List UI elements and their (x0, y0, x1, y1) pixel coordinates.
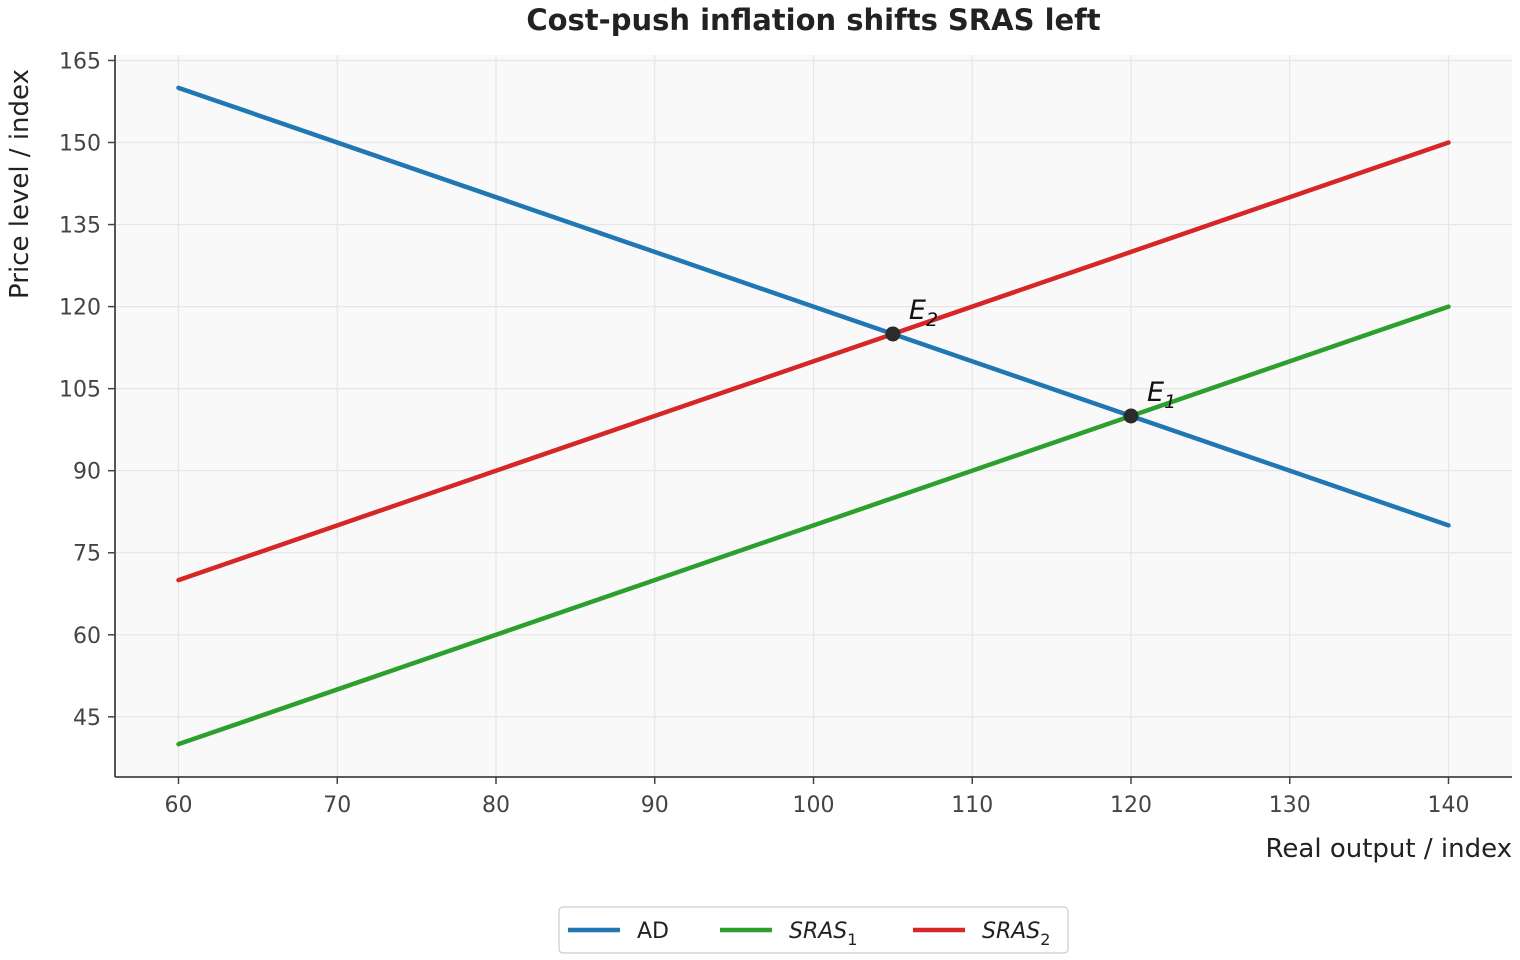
series-line-sras1 (176, 304, 1451, 747)
legend-label-sras2: SRAS2 (982, 919, 1050, 949)
series-line-sras2 (176, 140, 1451, 583)
y-tick-label: 60 (73, 624, 101, 649)
series (176, 85, 1451, 747)
x-tick-label: 110 (951, 793, 993, 818)
x-tick-label: 120 (1110, 793, 1152, 818)
x-tick-label: 70 (323, 793, 351, 818)
y-tick-label: 135 (59, 214, 101, 239)
y-tick-label: 90 (73, 460, 101, 485)
y-tick-label: 165 (59, 49, 101, 74)
x-tick-label: 80 (482, 793, 510, 818)
series-line-ad (176, 85, 1451, 528)
legend: AD SRAS1 SRAS2 (558, 906, 1069, 954)
legend-box (558, 906, 1069, 954)
y-tick-label: 75 (73, 542, 101, 567)
x-tick-label: 140 (1428, 793, 1470, 818)
y-tick-label: 105 (59, 378, 101, 403)
equilibrium-point-e1 (1123, 408, 1139, 424)
equilibrium-point-e2 (885, 326, 901, 342)
equilibrium-label-e1: E1 (1147, 377, 1176, 413)
x-axis-label: Real output / index (1266, 834, 1513, 864)
equilibrium-points: E2 E1 (885, 295, 1176, 424)
y-tick-label: 45 (73, 706, 101, 731)
x-tick-label: 90 (641, 793, 669, 818)
legend-label-ad: AD (637, 919, 669, 944)
chart-title: Cost-push inflation shifts SRAS left (526, 3, 1100, 37)
ticks: 60 70 80 90 100 110 120 130 140 45 60 75 90 105 120 135… (59, 49, 1470, 818)
equilibrium-label-e2: E2 (909, 295, 938, 331)
x-tick-label: 60 (165, 793, 193, 818)
y-tick-label: 120 (59, 296, 101, 321)
y-tick-label: 150 (59, 132, 101, 157)
legend-label-sras1: SRAS1 (789, 919, 857, 949)
x-tick-label: 100 (793, 793, 835, 818)
x-tick-label: 130 (1269, 793, 1311, 818)
y-axis-label: Price level / index (5, 69, 35, 299)
